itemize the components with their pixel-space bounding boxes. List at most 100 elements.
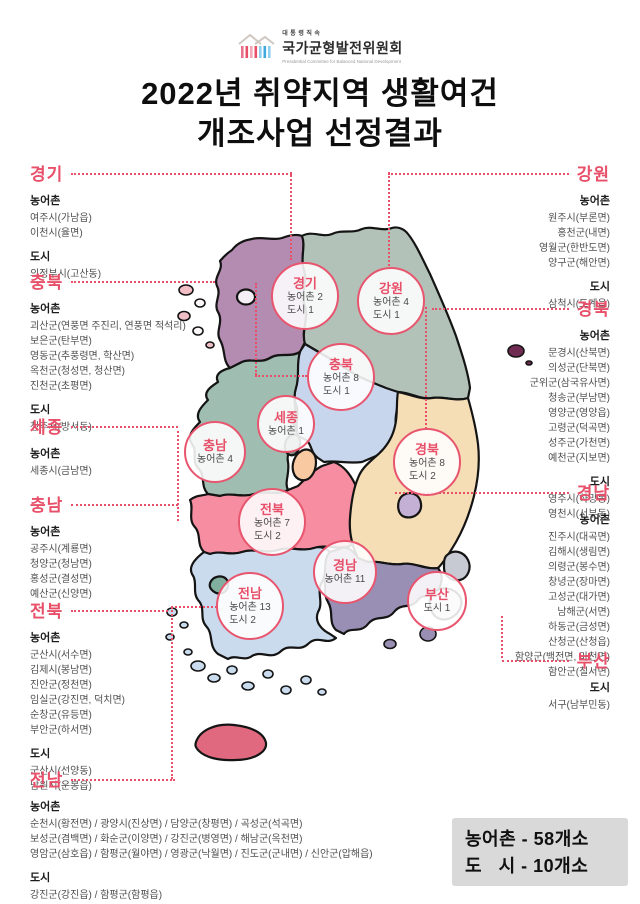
list-item: 창녕군(장마면) [548, 577, 610, 588]
map-badge-jeonnam: 전남 농어촌 13 도시 2 [216, 572, 284, 640]
title-line-2: 개조사업 선정결과 [197, 116, 443, 151]
list-item: 이천시(율면) [30, 228, 83, 239]
island [280, 685, 292, 695]
list-item: 영암군(삼호읍) / 함평군(월야면) / 영광군(낙월면) / 진도군(군내면… [30, 849, 373, 860]
list-item: 농어촌 7 [254, 517, 290, 529]
list-item: 함안군(칠서면) [548, 667, 610, 678]
city-list: 군산시(선양동) 남원시(운봉읍) [30, 764, 168, 794]
badge-region-name: 경북 [415, 441, 439, 457]
island [300, 675, 312, 685]
group-label-city: 도시 [30, 251, 51, 263]
dotted-leader [502, 659, 569, 662]
section-gangwon: 강원 농어촌 원주시(부론면) 홍천군(내면) 영월군(한반도면) 양구군(해안면) … [388, 160, 610, 312]
list-item: 세종시(금남면) [30, 466, 92, 477]
badge-region-name: 전남 [238, 585, 262, 601]
section-title: 경남 [576, 484, 610, 503]
list-item: 농어촌 8 [409, 457, 445, 469]
connector-chungbuk-h [255, 375, 307, 377]
group-label-farm: 농어촌 [30, 448, 61, 460]
island [226, 665, 238, 675]
list-item: 고령군(덕곡면) [548, 423, 610, 434]
list-item: 산청군(산청읍) [548, 637, 610, 648]
group-label-city: 도시 [30, 872, 51, 884]
section-gyeongnam: 경남 농어촌 진주시(대곡면) 김해시(생림면) 의령군(봉수면) 창녕군(장마면) 고… [395, 479, 610, 680]
section-gyeonggi: 경기 농어촌 여주시(가남읍) 이천시(율면) 도시 의정부시(고산동) [30, 160, 292, 282]
list-item: 옥천군(청성면, 청산면) [30, 366, 126, 377]
title-line-1: 2022년 취약지역 생활여건 [141, 76, 499, 111]
list-item: 의성군(단북면) [548, 363, 610, 374]
list-item: 영양군(영양읍) [548, 408, 610, 419]
list-item: 농어촌 4 [373, 296, 409, 308]
page-title: 2022년 취약지역 생활여건 개조사업 선정결과 [0, 74, 640, 154]
badge-region-name: 전북 [260, 501, 284, 517]
list-item: 농어촌 2 [287, 291, 323, 303]
island-ulleungdo [507, 344, 525, 358]
farm-list: 공주시(계룡면) 청양군(청남면) 홍성군(결성면) 예산군(신양면) [30, 542, 178, 602]
city-list: 의정부시(고산동) [30, 267, 292, 282]
farm-list: 진주시(대곡면) 김해시(생림면) 의령군(봉수면) 창녕군(장마면) 고성군(대가면)… [395, 530, 610, 680]
list-item: 군위군(삼국유사면) [529, 378, 610, 389]
connector-chungnam [177, 431, 179, 521]
island [262, 669, 274, 679]
island [190, 660, 206, 672]
farm-list: 괴산군(연풍면 주진리, 연풍면 적석리) 보은군(탄부면) 영동군(추풍령면, 학… [30, 319, 215, 394]
section-chungnam: 충남 농어촌 공주시(계룡면) 청양군(청남면) 홍성군(결성면) 예산군(신양면) [30, 491, 178, 602]
list-item: 고성군(대가면) [548, 592, 610, 603]
summary-farm-total: 농어촌 - 58개소 [465, 829, 589, 849]
dotted-leader [395, 491, 569, 494]
badge-counts: 농어촌 7 도시 2 [254, 517, 290, 543]
list-item: 보성군(겸백면) / 화순군(이양면) / 강진군(병영면) / 해남군(옥천면… [30, 834, 303, 845]
section-title: 충남 [30, 496, 64, 515]
list-item: 농어촌 4 [197, 454, 233, 465]
badge-counts: 농어촌 8 도시 1 [323, 372, 359, 398]
list-item: 청송군(부남면) [548, 393, 610, 404]
city-list: 영주시(하망동) 영천시(서부동) [432, 492, 610, 522]
list-item: 김제시(봉남면) [30, 665, 92, 676]
list-item: 영동군(추풍령면, 학산면) [30, 351, 135, 362]
dotted-leader [432, 307, 569, 310]
group-label-city: 도시 [589, 476, 610, 488]
list-item: 도시 2 [409, 470, 436, 482]
list-item: 농어촌 13 [229, 601, 271, 613]
list-item: 영천시(서부동) [548, 509, 610, 520]
list-item: 강진군(강진읍) / 함평군(함평읍) [30, 890, 163, 901]
farm-list: 순천시(황전면) / 광양시(진상면) / 담양군(창평면) / 곡성군(석곡면… [30, 817, 470, 862]
island [178, 284, 194, 296]
badge-region-name: 충북 [329, 356, 353, 372]
region-daejeon [291, 448, 318, 482]
list-item: 양구군(해안면) [548, 258, 610, 269]
group-label-city: 도시 [30, 404, 51, 416]
list-item: 농어촌 11 [324, 574, 366, 585]
connector-jeonnam-h [171, 606, 217, 608]
badge-region-name: 부산 [425, 587, 449, 602]
dotted-leader [71, 609, 168, 612]
section-title: 전북 [30, 602, 64, 621]
dotted-leader [71, 503, 178, 506]
map-badge-chungbuk: 충북 농어촌 8 도시 1 [307, 343, 375, 411]
region-daegu [397, 492, 423, 519]
island-namhae [383, 638, 397, 650]
group-label-farm: 농어촌 [30, 801, 61, 813]
group-label-farm: 농어촌 [579, 514, 610, 526]
badge-counts: 농어촌 8 도시 2 [409, 457, 445, 483]
list-item: 도시 1 [287, 304, 314, 316]
list-item: 의령군(봉수면) [548, 562, 610, 573]
section-jeonbuk: 전북 농어촌 군산시(서수면) 김제시(봉남면) 진안군(정천면) 임실군(강진면, … [30, 597, 168, 794]
section-chungbuk: 충북 농어촌 괴산군(연풍면 주진리, 연풍면 적석리) 보은군(탄부면) 영동군(… [30, 268, 215, 435]
list-item: 하동군(금성면) [548, 622, 610, 633]
list-item: 도시 1 [373, 309, 400, 321]
connector-jeonnam-v [171, 607, 173, 779]
city-list: 강진군(강진읍) / 함평군(함평읍) [30, 888, 470, 903]
logo: 대통령직속 국가균형발전위원회 Presidential Committee f… [0, 28, 640, 64]
island [177, 310, 191, 322]
connector-gangwon [388, 172, 390, 266]
list-item: 부안군(하서면) [30, 725, 92, 736]
badge-region-name: 경남 [333, 558, 357, 573]
connector-gyeongbuk [425, 307, 427, 429]
list-item: 순천시(황전면) / 광양시(진상면) / 담양군(창평면) / 곡성군(석곡면… [30, 819, 303, 830]
list-item: 영월군(한반도면) [538, 243, 610, 254]
map-badge-gyeongnam: 경남 농어촌 11 [313, 540, 377, 604]
group-label-farm: 농어촌 [30, 303, 61, 315]
list-item: 농어촌 1 [268, 426, 304, 437]
island [317, 688, 327, 696]
